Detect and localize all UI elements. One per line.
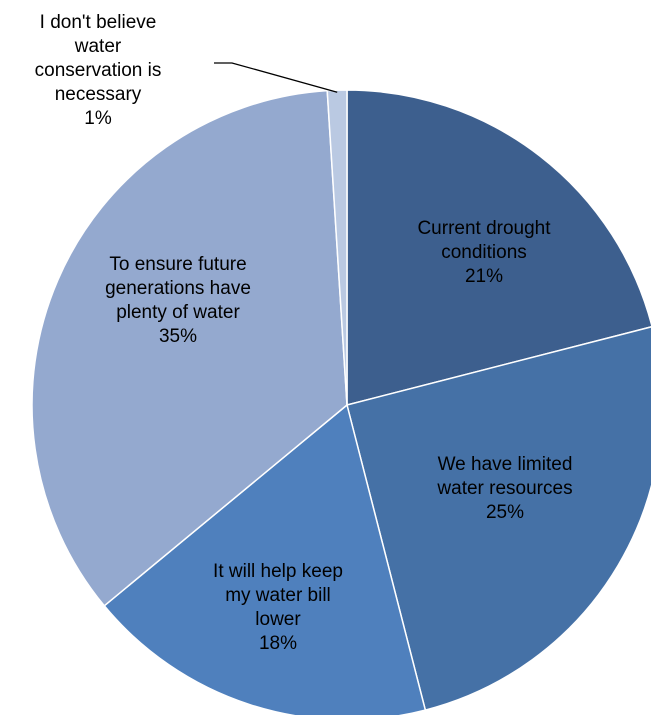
pie-slices — [31, 89, 651, 715]
slice-label-3: It will help keep my water bill lower 18% — [213, 561, 343, 654]
pie-slice-4 — [31, 89, 348, 607]
slice-label-1: Current drought conditions 21% — [417, 218, 551, 287]
slice-label-2: We have limited water resources 25% — [436, 454, 572, 523]
pie-slice-2 — [346, 326, 651, 712]
pie-slice-5 — [326, 89, 348, 406]
pie-labels: Current drought conditions 21% We have limi… — [35, 12, 573, 654]
slice-label-4: To ensure future generations have plenty o… — [105, 254, 251, 347]
leader-line — [214, 62, 338, 93]
pie-slice-3 — [103, 403, 427, 715]
pie-slice-1 — [346, 89, 651, 406]
slice-label-5: I don't believe water conservation is neces… — [35, 12, 162, 129]
